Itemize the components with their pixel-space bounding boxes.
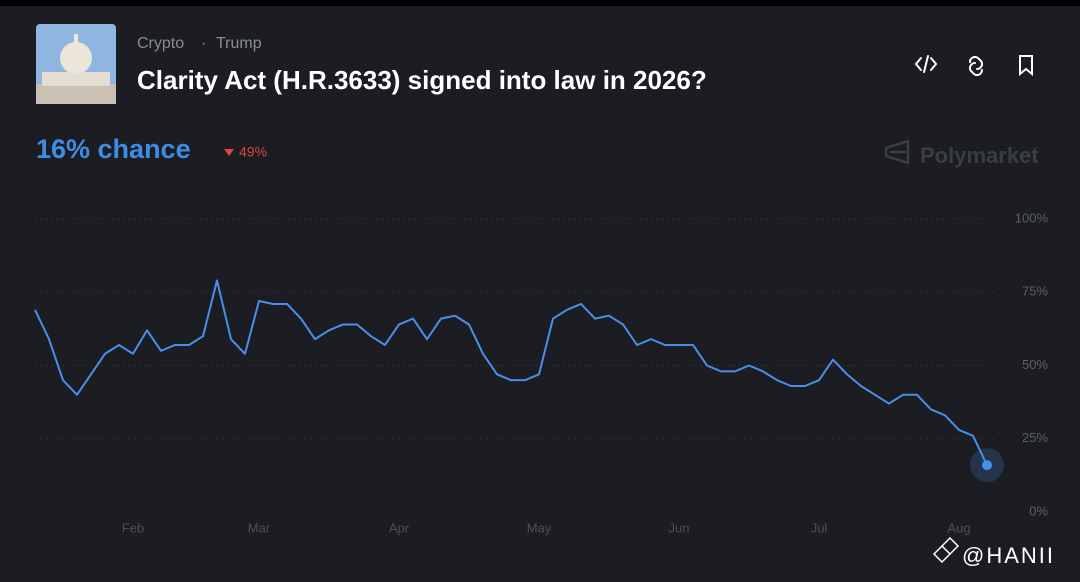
separator: · — [201, 35, 206, 52]
price-line — [34, 279, 988, 466]
watermark-logo — [932, 536, 960, 564]
y-tick-label: 0% — [1029, 503, 1048, 518]
change: 49% — [239, 144, 267, 160]
x-tick-label: Aug — [947, 520, 970, 535]
brand-logo — [884, 139, 910, 165]
current-dot — [982, 460, 992, 471]
x-tick-label: Apr — [389, 520, 410, 535]
y-tick-label: 100% — [1015, 210, 1049, 225]
market-title: Clarity Act (H.R.3633) signed into law i… — [137, 65, 707, 95]
down-arrow — [224, 149, 234, 156]
y-tick-label: 25% — [1022, 430, 1048, 445]
link-icon[interactable] — [969, 56, 983, 76]
thumbnail — [36, 24, 116, 104]
watermark: @HANII — [962, 543, 1055, 568]
x-tick-label: May — [527, 520, 552, 535]
bookmark-icon[interactable] — [1019, 55, 1033, 77]
background — [0, 6, 1080, 582]
brand: Polymarket — [920, 143, 1039, 168]
x-tick-label: Jul — [811, 520, 828, 535]
x-tick-label: Jun — [669, 520, 690, 535]
y-tick-label: 75% — [1022, 284, 1048, 299]
tag[interactable]: Trump — [216, 35, 262, 52]
x-tick-label: Mar — [248, 520, 271, 535]
toolbar — [914, 55, 1033, 77]
x-tick-label: Feb — [122, 520, 144, 535]
chance: 16% chance — [36, 134, 191, 164]
y-tick-label: 50% — [1022, 357, 1048, 372]
tag[interactable]: Crypto — [137, 35, 184, 52]
embed-icon[interactable] — [914, 55, 938, 73]
